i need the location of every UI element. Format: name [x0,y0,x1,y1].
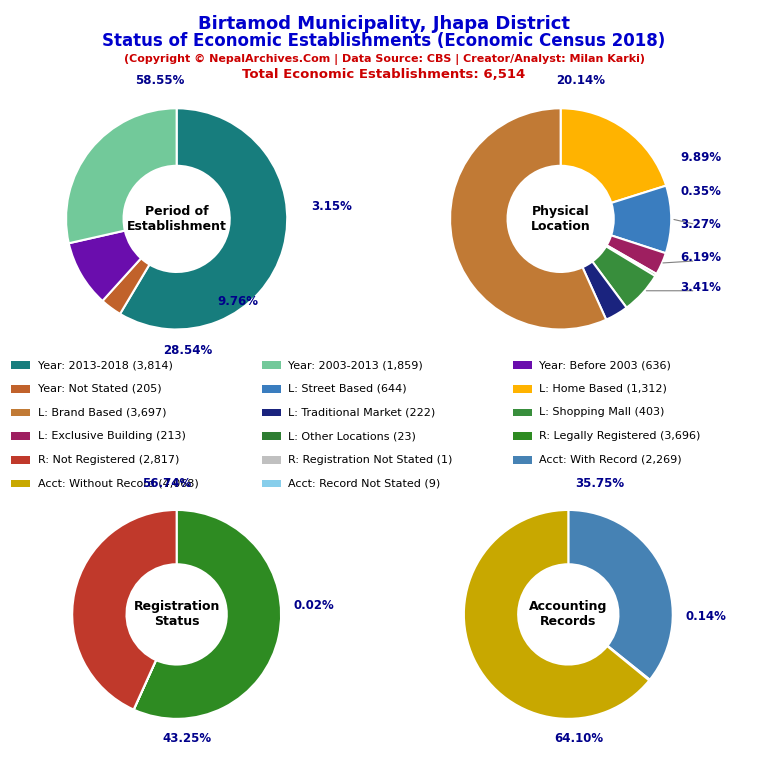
Text: 6.19%: 6.19% [680,251,721,264]
Text: L: Brand Based (3,697): L: Brand Based (3,697) [38,408,166,418]
Wedge shape [607,646,650,680]
Bar [513,456,531,464]
Text: Period of
Establishment: Period of Establishment [127,205,227,233]
Text: Year: 2003-2013 (1,859): Year: 2003-2013 (1,859) [289,360,423,370]
Text: L: Street Based (644): L: Street Based (644) [289,384,407,394]
Wedge shape [450,108,606,329]
Wedge shape [134,660,156,710]
Text: Status of Economic Establishments (Economic Census 2018): Status of Economic Establishments (Econo… [102,32,666,50]
Text: 20.14%: 20.14% [556,74,605,87]
Text: 28.54%: 28.54% [163,344,212,357]
Text: Year: Not Stated (205): Year: Not Stated (205) [38,384,161,394]
Bar [263,409,281,416]
Text: L: Other Locations (23): L: Other Locations (23) [289,431,416,441]
Wedge shape [611,186,671,253]
Bar [12,456,30,464]
Text: Registration
Status: Registration Status [134,601,220,628]
Wedge shape [607,235,666,274]
Wedge shape [102,258,150,314]
Text: Physical
Location: Physical Location [531,205,591,233]
Text: 3.15%: 3.15% [312,200,353,213]
Text: Acct: With Record (2,269): Acct: With Record (2,269) [539,455,682,465]
Bar [263,432,281,440]
Text: 35.75%: 35.75% [575,477,624,490]
Wedge shape [72,510,177,710]
Text: Accounting
Records: Accounting Records [529,601,607,628]
Bar [513,409,531,416]
Bar [513,432,531,440]
Wedge shape [592,247,655,308]
Wedge shape [561,108,666,203]
Wedge shape [69,230,141,301]
Bar [263,361,281,369]
Text: Acct: Without Record (4,068): Acct: Without Record (4,068) [38,478,198,488]
Text: 43.25%: 43.25% [163,732,212,745]
Text: 64.10%: 64.10% [554,732,604,745]
Text: 0.35%: 0.35% [680,184,721,197]
Text: R: Registration Not Stated (1): R: Registration Not Stated (1) [289,455,453,465]
Bar [263,456,281,464]
Text: Total Economic Establishments: 6,514: Total Economic Establishments: 6,514 [243,68,525,81]
Text: 9.76%: 9.76% [217,295,258,308]
Text: Year: 2013-2018 (3,814): Year: 2013-2018 (3,814) [38,360,173,370]
Text: 56.74%: 56.74% [141,477,190,490]
Text: L: Shopping Mall (403): L: Shopping Mall (403) [539,408,665,418]
Wedge shape [568,510,673,680]
Bar [513,385,531,392]
Text: 0.02%: 0.02% [293,599,334,612]
Text: 0.14%: 0.14% [685,610,727,623]
Wedge shape [134,510,281,719]
Bar [12,479,30,488]
Wedge shape [120,108,287,329]
Bar [12,385,30,392]
Text: 58.55%: 58.55% [135,74,185,87]
Text: Birtamod Municipality, Jhapa District: Birtamod Municipality, Jhapa District [198,15,570,33]
Text: Year: Before 2003 (636): Year: Before 2003 (636) [539,360,671,370]
Text: 3.27%: 3.27% [680,217,721,230]
Text: 3.41%: 3.41% [680,281,721,294]
Bar [12,432,30,440]
Text: L: Exclusive Building (213): L: Exclusive Building (213) [38,431,186,441]
Bar [513,361,531,369]
Text: 56.75%: 56.75% [0,767,1,768]
Bar [12,409,30,416]
Text: (Copyright © NepalArchives.Com | Data Source: CBS | Creator/Analyst: Milan Karki: (Copyright © NepalArchives.Com | Data So… [124,54,644,65]
Bar [263,479,281,488]
Wedge shape [464,510,649,719]
Text: L: Home Based (1,312): L: Home Based (1,312) [539,384,667,394]
Text: L: Traditional Market (222): L: Traditional Market (222) [289,408,435,418]
Text: 9.89%: 9.89% [680,151,721,164]
Wedge shape [606,245,657,276]
Text: Acct: Record Not Stated (9): Acct: Record Not Stated (9) [289,478,441,488]
Wedge shape [582,262,627,319]
Bar [263,385,281,392]
Bar [12,361,30,369]
Wedge shape [66,108,177,243]
Text: R: Not Registered (2,817): R: Not Registered (2,817) [38,455,179,465]
Text: R: Legally Registered (3,696): R: Legally Registered (3,696) [539,431,700,441]
